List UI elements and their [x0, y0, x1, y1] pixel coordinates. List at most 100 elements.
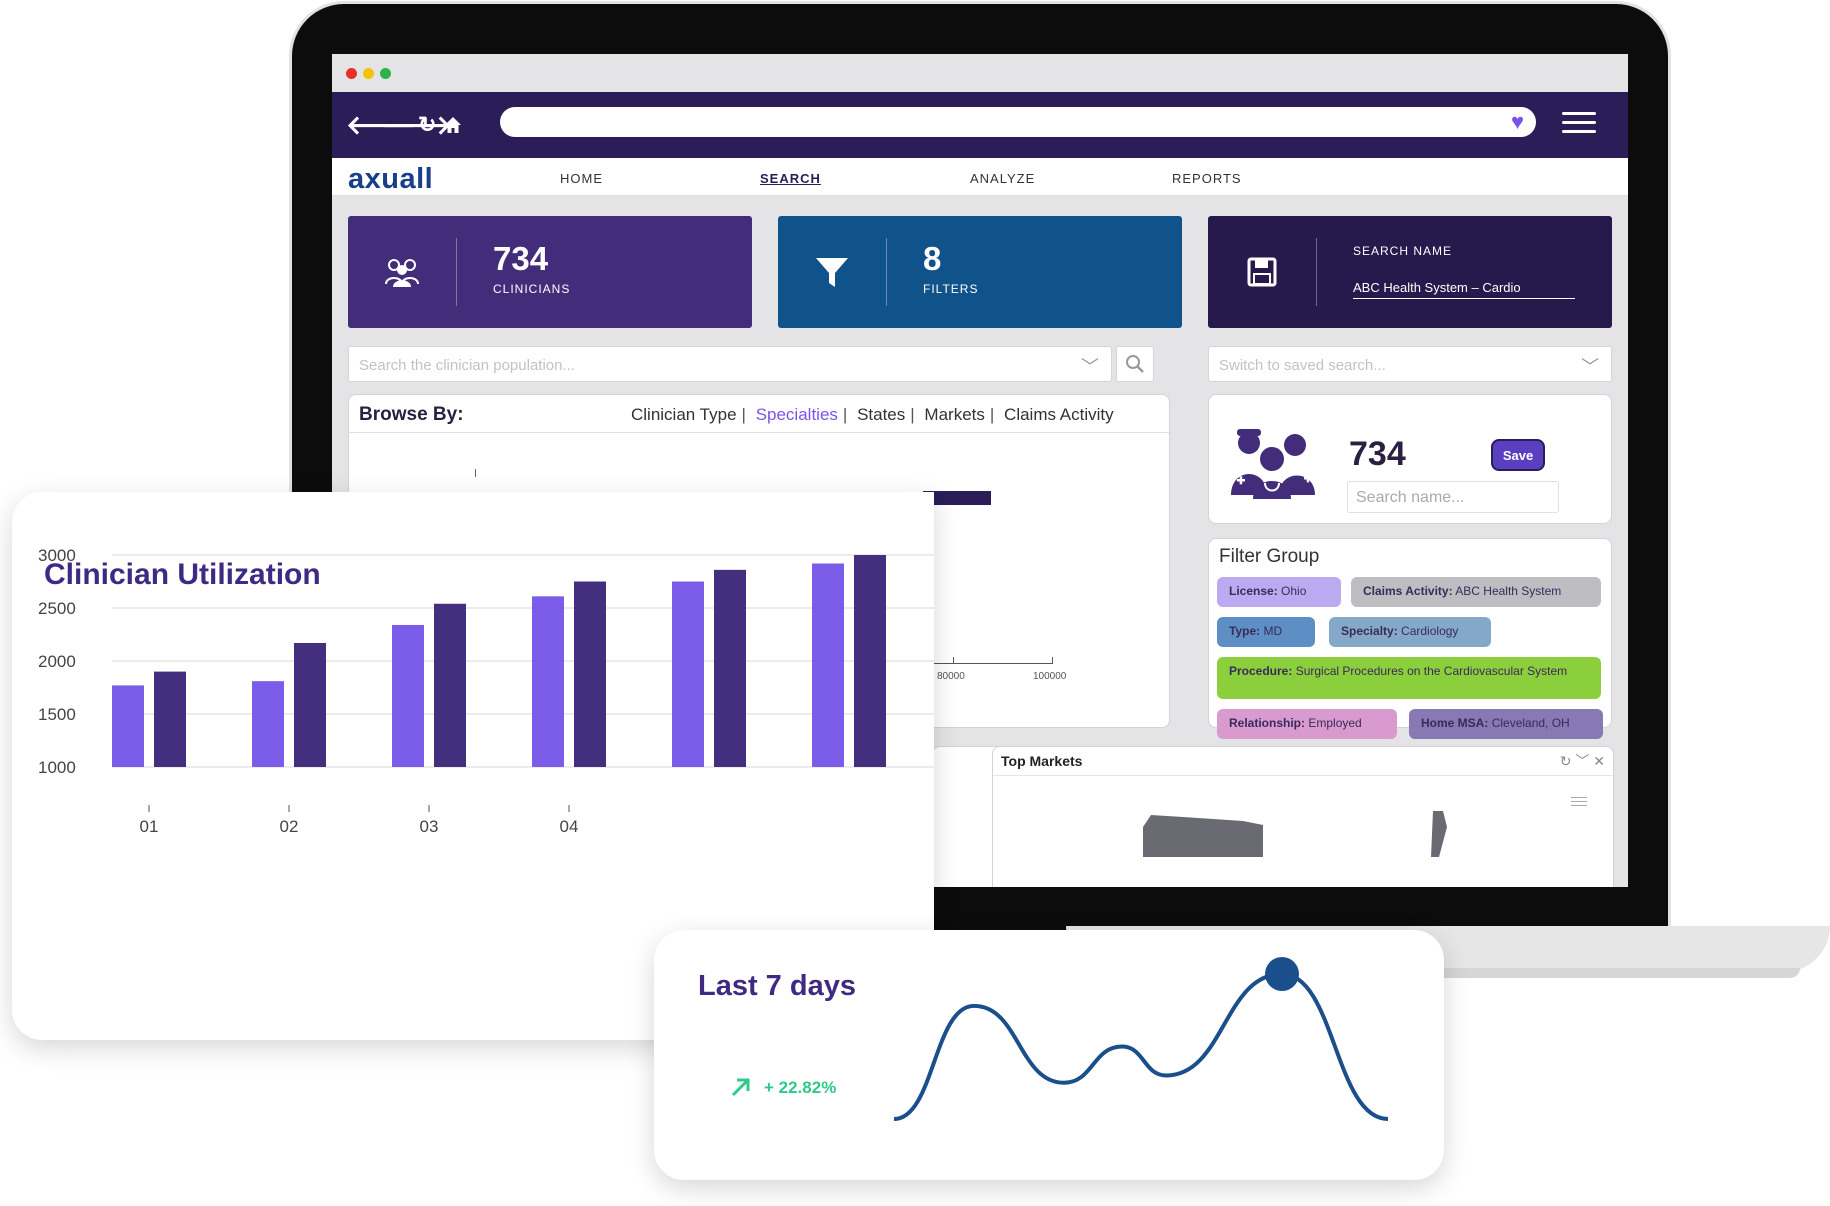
x-tick-label: 02	[280, 817, 299, 836]
x-axis-tick	[1052, 657, 1053, 663]
utilization-bar[interactable]	[854, 555, 886, 767]
utilization-bar[interactable]	[112, 685, 144, 767]
y-tick-label: 1500	[38, 705, 76, 724]
medical-team-icon	[1229, 427, 1319, 504]
nav-analyze[interactable]: ANALYZE	[970, 171, 1036, 186]
clinician-search-placeholder: Search the clinician population...	[359, 357, 575, 374]
address-bar[interactable]: ♥	[500, 107, 1536, 137]
filter-chip-relationship[interactable]: Relationship: Employed	[1217, 709, 1397, 739]
tab-clinician-type[interactable]: Clinician Type	[631, 405, 737, 424]
forward-arrow-icon[interactable]: 🡒	[382, 110, 452, 140]
specialty-bar[interactable]	[923, 491, 991, 505]
tab-claims-activity[interactable]: Claims Activity	[1004, 405, 1114, 424]
x-axis-tick-label: 80000	[937, 671, 965, 682]
hamburger-menu-icon[interactable]	[1562, 112, 1596, 134]
axis-tick-mark	[475, 469, 476, 477]
chevron-down-icon[interactable]: ﹀	[1581, 357, 1599, 377]
tab-specialties[interactable]: Specialties	[755, 405, 838, 424]
browse-by-title: Browse By:	[359, 404, 464, 425]
utilization-bar[interactable]	[392, 624, 424, 767]
filters-label: FILTERS	[923, 282, 979, 296]
utilization-bar[interactable]	[574, 581, 606, 768]
utilization-bar[interactable]	[154, 671, 186, 767]
top-markets-controls[interactable]: ↻ ﹀ ✕	[1559, 753, 1605, 769]
chart-title: Clinician Utilization	[44, 558, 321, 591]
last-7-days-card: Last 7 days + 22.82%	[654, 930, 1444, 1180]
back-arrow-icon[interactable]: 🡐	[346, 110, 416, 140]
filters-stat-card[interactable]: 8 FILTERS	[778, 216, 1182, 328]
heart-favorite-icon[interactable]: ♥	[1510, 109, 1524, 134]
browser-toolbar: 🡐 🡒 ↻ ♥	[332, 92, 1628, 158]
utilization-bar[interactable]	[252, 681, 284, 767]
browse-by-tabs: Clinician Type | Specialties | States | Mar…	[631, 405, 1114, 424]
floppy-disk-icon[interactable]	[1208, 216, 1316, 328]
saved-search-placeholder: Switch to saved search...	[1219, 357, 1386, 374]
home-icon[interactable]	[444, 110, 462, 140]
y-tick-label: 3000	[38, 546, 76, 565]
clinician-search-combobox[interactable]: Search the clinician population... ﹀	[348, 346, 1112, 382]
y-tick-label: 2000	[38, 652, 76, 671]
menu-lines-icon[interactable]	[1571, 797, 1587, 806]
filter-group-panel: Filter Group License: Ohio Claims Activi…	[1208, 538, 1612, 739]
nav-search[interactable]: SEARCH	[760, 171, 821, 186]
utilization-bar[interactable]	[672, 581, 704, 768]
minimize-window-dot[interactable]	[363, 68, 374, 79]
save-button[interactable]: Save	[1491, 439, 1545, 471]
top-markets-divider	[993, 775, 1613, 776]
x-tick-label: 01	[140, 817, 159, 836]
trend-change-percent: + 22.82%	[764, 1078, 837, 1097]
magnifier-icon	[1126, 355, 1144, 373]
utilization-bar-chart: 1000 1500 2000 2500 3000 01 02 03 04	[38, 546, 934, 836]
filter-chip-claims-activity[interactable]: Claims Activity: ABC Health System	[1351, 577, 1601, 607]
peak-marker[interactable]	[1265, 957, 1299, 991]
us-map-graphic	[1143, 811, 1447, 857]
funnel-icon	[778, 216, 886, 328]
laptop-base-shadow	[1300, 968, 1800, 978]
tab-markets[interactable]: Markets	[924, 405, 985, 424]
reload-icon[interactable]: ↻	[418, 112, 437, 137]
filter-group-title: Filter Group	[1219, 546, 1320, 567]
x-axis-tick	[953, 657, 954, 663]
save-panel-count: 734	[1349, 435, 1406, 473]
x-tick-label: 04	[560, 817, 579, 836]
filter-chip-type[interactable]: Type: MD	[1217, 617, 1315, 647]
save-search-panel: 734 Save Search name...	[1208, 394, 1612, 524]
top-markets-panel: Top Markets ↻ ﹀ ✕	[992, 746, 1614, 887]
search-button[interactable]	[1116, 346, 1154, 382]
x-axis-tick-label: 100000	[1033, 671, 1067, 682]
last-7-days-line-chart	[893, 957, 1389, 1121]
browse-divider	[349, 432, 1169, 433]
nav-home[interactable]: HOME	[560, 171, 603, 186]
filter-chip-procedure[interactable]: Procedure: Surgical Procedures on the Ca…	[1217, 657, 1601, 699]
utilization-bar[interactable]	[532, 596, 564, 767]
clinicians-count: 734	[493, 240, 549, 277]
search-name-input[interactable]: Search name...	[1347, 481, 1559, 513]
browser-titlebar	[332, 54, 1628, 92]
utilization-bar[interactable]	[812, 563, 844, 767]
filter-chip-home-msa[interactable]: Home MSA: Cleveland, OH	[1409, 709, 1603, 739]
nav-reports[interactable]: REPORTS	[1172, 171, 1242, 186]
x-axis-line	[909, 663, 1053, 664]
chevron-down-icon[interactable]: ﹀	[1081, 357, 1099, 377]
trend-line	[893, 971, 1389, 1121]
tab-states[interactable]: States	[857, 405, 906, 424]
utilization-bar[interactable]	[434, 603, 466, 767]
top-markets-title: Top Markets	[1001, 753, 1083, 769]
axuall-logo[interactable]: axuall	[348, 163, 434, 195]
y-tick-label: 2500	[38, 599, 76, 618]
search-name-value[interactable]: ABC Health System – Cardio	[1353, 280, 1575, 299]
close-window-dot[interactable]	[346, 68, 357, 79]
maximize-window-dot[interactable]	[380, 68, 391, 79]
filters-count: 8	[923, 240, 942, 277]
y-tick-label: 1000	[38, 758, 76, 777]
utilization-bar[interactable]	[714, 569, 746, 767]
trend-up-arrow-icon	[731, 1078, 750, 1097]
clinicians-group-icon	[348, 216, 456, 328]
utilization-bar[interactable]	[294, 642, 326, 767]
filter-chip-license[interactable]: License: Ohio	[1217, 577, 1341, 607]
app-navigation: axuall HOME SEARCH ANALYZE REPORTS	[332, 158, 1628, 196]
clinicians-label: CLINICIANS	[493, 282, 571, 296]
saved-search-combobox[interactable]: Switch to saved search... ﹀	[1208, 346, 1612, 382]
filter-chip-specialty[interactable]: Specialty: Cardiology	[1329, 617, 1491, 647]
